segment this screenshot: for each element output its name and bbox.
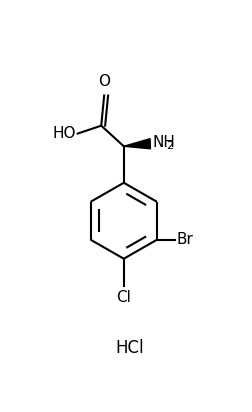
Polygon shape <box>123 139 150 149</box>
Text: Cl: Cl <box>116 290 131 305</box>
Text: HO: HO <box>52 126 75 141</box>
Text: 2: 2 <box>166 141 173 151</box>
Text: Br: Br <box>176 232 193 247</box>
Text: NH: NH <box>152 135 174 150</box>
Text: O: O <box>98 74 110 89</box>
Text: HCl: HCl <box>115 339 143 357</box>
